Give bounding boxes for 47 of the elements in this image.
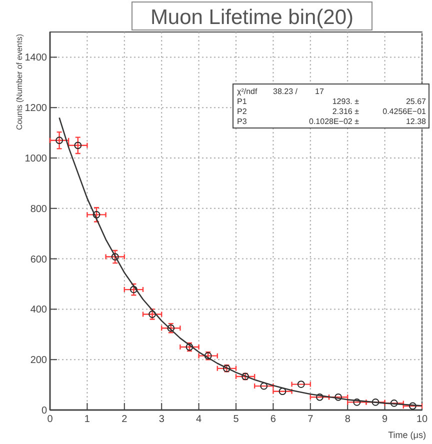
annotation: 12.38 — [406, 117, 427, 126]
point — [92, 211, 100, 218]
point — [372, 398, 380, 406]
annotation: 0.4256E−01 — [382, 107, 427, 116]
x-tick-label: 2 — [122, 414, 128, 425]
annotation: P3 — [237, 117, 248, 126]
point — [390, 399, 398, 407]
annotation: 17 — [315, 87, 324, 96]
annotation: 38.23 / — [273, 87, 298, 96]
point — [56, 136, 63, 144]
x-tick-label: 7 — [308, 414, 314, 425]
x-tick-label: 4 — [196, 414, 202, 425]
y-tick-label: 800 — [30, 204, 48, 215]
x-tick-label: 3 — [158, 414, 165, 425]
y-tick-label: 1200 — [24, 103, 48, 114]
y-tick-label: 0 — [41, 406, 48, 416]
point — [316, 393, 324, 401]
y-tick-label: 1400 — [24, 52, 48, 64]
annotation: 2.316 ± — [332, 107, 360, 116]
annotation: 0.1028E−02 ± — [309, 117, 360, 126]
point — [74, 142, 82, 150]
y-axis-title: Counts (Number of events) — [15, 34, 24, 130]
x-tick-label: 1 — [84, 414, 90, 425]
y-tick-label: 400 — [30, 304, 48, 316]
point — [334, 393, 342, 401]
x-axis-title: Time (μs) — [388, 430, 426, 440]
point — [297, 380, 305, 388]
annotation: χ²/ndf — [237, 87, 258, 96]
point — [353, 398, 361, 406]
annotation: P1 — [237, 97, 248, 106]
y-tick-label: 600 — [30, 254, 48, 266]
point — [260, 382, 268, 390]
annotation: P2 — [237, 107, 248, 116]
point — [111, 253, 119, 260]
x-tick-label: 6 — [270, 414, 276, 425]
point — [130, 286, 138, 294]
x-tick-label: 8 — [344, 414, 351, 425]
annotation: 25.67 — [406, 97, 427, 106]
x-tick-label: 5 — [233, 414, 240, 425]
y-tick-label: 200 — [30, 355, 48, 366]
x-tick-label: 9 — [382, 414, 388, 425]
annotation: 1293. ± — [332, 97, 360, 106]
point — [409, 402, 416, 410]
x-tick-label: 10 — [416, 414, 428, 425]
y-tick-label: 1000 — [24, 154, 48, 164]
point — [278, 388, 286, 396]
chart-title: Muon Lifetime bin(20) — [150, 6, 354, 29]
